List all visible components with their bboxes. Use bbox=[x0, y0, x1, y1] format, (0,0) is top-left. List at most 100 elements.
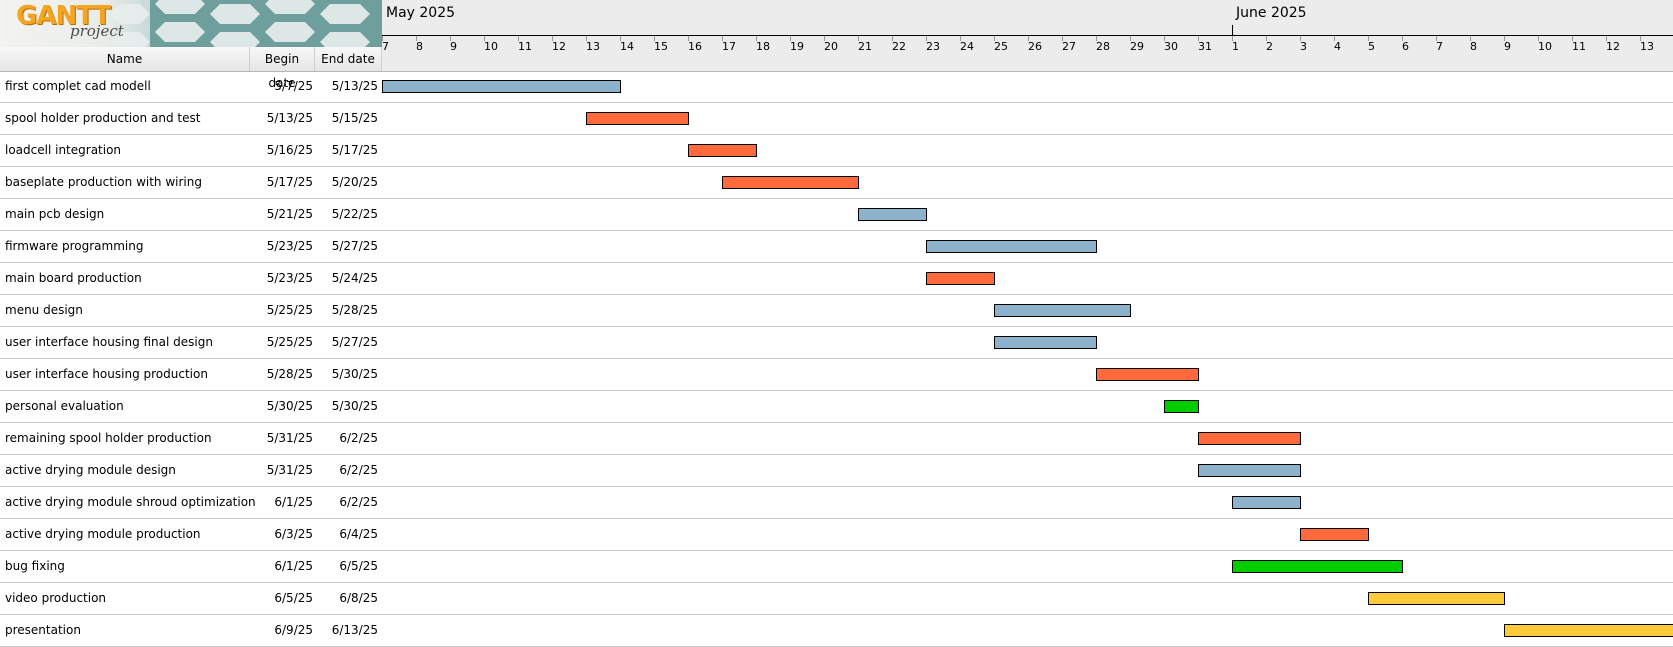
day-tick bbox=[1402, 36, 1403, 41]
day-tick bbox=[1300, 36, 1301, 41]
task-bar[interactable] bbox=[1198, 432, 1301, 445]
task-row[interactable]: main board production 5/23/25 5/24/25 bbox=[0, 263, 1673, 295]
task-name: presentation bbox=[5, 623, 81, 637]
task-name: menu design bbox=[5, 303, 83, 317]
day-label: 11 bbox=[518, 40, 532, 53]
task-bar[interactable] bbox=[688, 144, 757, 157]
task-begin-date: 5/16/25 bbox=[266, 143, 313, 157]
day-tick bbox=[1436, 36, 1437, 41]
day-label: 21 bbox=[858, 40, 872, 53]
task-row[interactable]: bug fixing 6/1/25 6/5/25 bbox=[0, 551, 1673, 583]
day-label: 3 bbox=[1300, 40, 1307, 53]
task-bar[interactable] bbox=[1164, 400, 1199, 413]
task-end-date: 5/20/25 bbox=[331, 175, 378, 189]
day-label: 20 bbox=[824, 40, 838, 53]
task-row[interactable]: personal evaluation 5/30/25 5/30/25 bbox=[0, 391, 1673, 423]
task-bar[interactable] bbox=[926, 272, 995, 285]
task-name: loadcell integration bbox=[5, 143, 122, 157]
task-name: remaining spool holder production bbox=[5, 431, 212, 445]
day-label: 30 bbox=[1164, 40, 1178, 53]
task-bar[interactable] bbox=[994, 336, 1097, 349]
day-label: 2 bbox=[1266, 40, 1273, 53]
gantt-project-logo: GANTT project bbox=[0, 0, 382, 47]
day-tick bbox=[1538, 36, 1539, 41]
task-name: user interface housing production bbox=[5, 367, 208, 381]
column-header-name[interactable]: Name bbox=[0, 47, 250, 71]
task-bar[interactable] bbox=[1198, 464, 1301, 477]
day-tick bbox=[1062, 36, 1063, 41]
task-row[interactable]: main pcb design 5/21/25 5/22/25 bbox=[0, 199, 1673, 231]
task-end-date: 6/2/25 bbox=[339, 431, 378, 445]
task-begin-date: 5/28/25 bbox=[266, 367, 313, 381]
task-begin-date: 6/1/25 bbox=[274, 495, 313, 509]
task-bar[interactable] bbox=[722, 176, 859, 189]
task-end-date: 5/15/25 bbox=[331, 111, 378, 125]
day-tick bbox=[858, 36, 859, 41]
task-begin-date: 5/31/25 bbox=[266, 463, 313, 477]
day-label: 19 bbox=[790, 40, 804, 53]
task-bar[interactable] bbox=[1232, 496, 1301, 509]
day-label: 5 bbox=[1368, 40, 1375, 53]
day-tick bbox=[994, 36, 995, 41]
task-row[interactable]: active drying module production 6/3/25 6/4… bbox=[0, 519, 1673, 551]
day-label: 1 bbox=[1232, 40, 1239, 53]
task-begin-date: 6/9/25 bbox=[274, 623, 313, 637]
task-row[interactable]: first complet cad modell 5/7/25 5/13/25 bbox=[0, 71, 1673, 103]
day-tick bbox=[654, 36, 655, 41]
month-label-may: May 2025 bbox=[386, 5, 456, 21]
task-row[interactable]: active drying module shroud optimization… bbox=[0, 487, 1673, 519]
task-row[interactable]: loadcell integration 5/16/25 5/17/25 bbox=[0, 135, 1673, 167]
day-label: 9 bbox=[450, 40, 457, 53]
task-row[interactable]: user interface housing final design 5/25/… bbox=[0, 327, 1673, 359]
task-name: bug fixing bbox=[5, 559, 65, 573]
task-end-date: 5/27/25 bbox=[331, 335, 378, 349]
day-label: 13 bbox=[1640, 40, 1654, 53]
task-bar[interactable] bbox=[586, 112, 689, 125]
task-bar[interactable] bbox=[926, 240, 1097, 253]
task-bar[interactable] bbox=[858, 208, 927, 221]
task-row[interactable]: spool holder production and test 5/13/25 5… bbox=[0, 103, 1673, 135]
day-label: 17 bbox=[722, 40, 736, 53]
day-tick bbox=[892, 36, 893, 41]
task-bar[interactable] bbox=[1368, 592, 1505, 605]
day-tick bbox=[722, 36, 723, 41]
task-row[interactable]: active drying module design 5/31/25 6/2/25 bbox=[0, 455, 1673, 487]
task-bar[interactable] bbox=[1300, 528, 1369, 541]
day-tick bbox=[552, 36, 553, 41]
month-divider bbox=[1232, 25, 1233, 36]
day-label: 31 bbox=[1198, 40, 1212, 53]
task-bar[interactable] bbox=[1504, 624, 1673, 637]
day-label: 28 bbox=[1096, 40, 1110, 53]
task-row[interactable]: presentation 6/9/25 6/13/25 bbox=[0, 615, 1673, 647]
task-row[interactable]: user interface housing production 5/28/25… bbox=[0, 359, 1673, 391]
task-end-date: 5/22/25 bbox=[331, 207, 378, 221]
task-row[interactable]: remaining spool holder production 5/31/25… bbox=[0, 423, 1673, 455]
task-name: personal evaluation bbox=[5, 399, 124, 413]
task-end-date: 5/17/25 bbox=[331, 143, 378, 157]
task-end-date: 6/8/25 bbox=[339, 591, 378, 605]
day-label: 8 bbox=[416, 40, 423, 53]
task-begin-date: 6/5/25 bbox=[274, 591, 313, 605]
day-label: 15 bbox=[654, 40, 668, 53]
task-row[interactable]: baseplate production with wiring 5/17/25 5… bbox=[0, 167, 1673, 199]
task-bar[interactable] bbox=[382, 80, 621, 93]
day-tick bbox=[1504, 36, 1505, 41]
column-header-begin-date[interactable]: Begin date bbox=[250, 47, 315, 90]
task-bar[interactable] bbox=[1096, 368, 1199, 381]
task-name: firmware programming bbox=[5, 239, 144, 253]
day-tick bbox=[1266, 36, 1267, 41]
task-bar[interactable] bbox=[1232, 560, 1403, 573]
task-end-date: 5/27/25 bbox=[331, 239, 378, 253]
task-row[interactable]: menu design 5/25/25 5/28/25 bbox=[0, 295, 1673, 327]
column-header-end-date[interactable]: End date bbox=[315, 47, 382, 71]
task-row[interactable]: video production 6/5/25 6/8/25 bbox=[0, 583, 1673, 615]
task-bar[interactable] bbox=[994, 304, 1131, 317]
day-tick bbox=[382, 36, 383, 41]
task-end-date: 5/30/25 bbox=[331, 399, 378, 413]
day-label: 10 bbox=[1538, 40, 1552, 53]
task-begin-date: 5/17/25 bbox=[266, 175, 313, 189]
day-tick bbox=[1640, 36, 1641, 41]
day-label: 8 bbox=[1470, 40, 1477, 53]
task-row[interactable]: firmware programming 5/23/25 5/27/25 bbox=[0, 231, 1673, 263]
task-name: active drying module design bbox=[5, 463, 176, 477]
